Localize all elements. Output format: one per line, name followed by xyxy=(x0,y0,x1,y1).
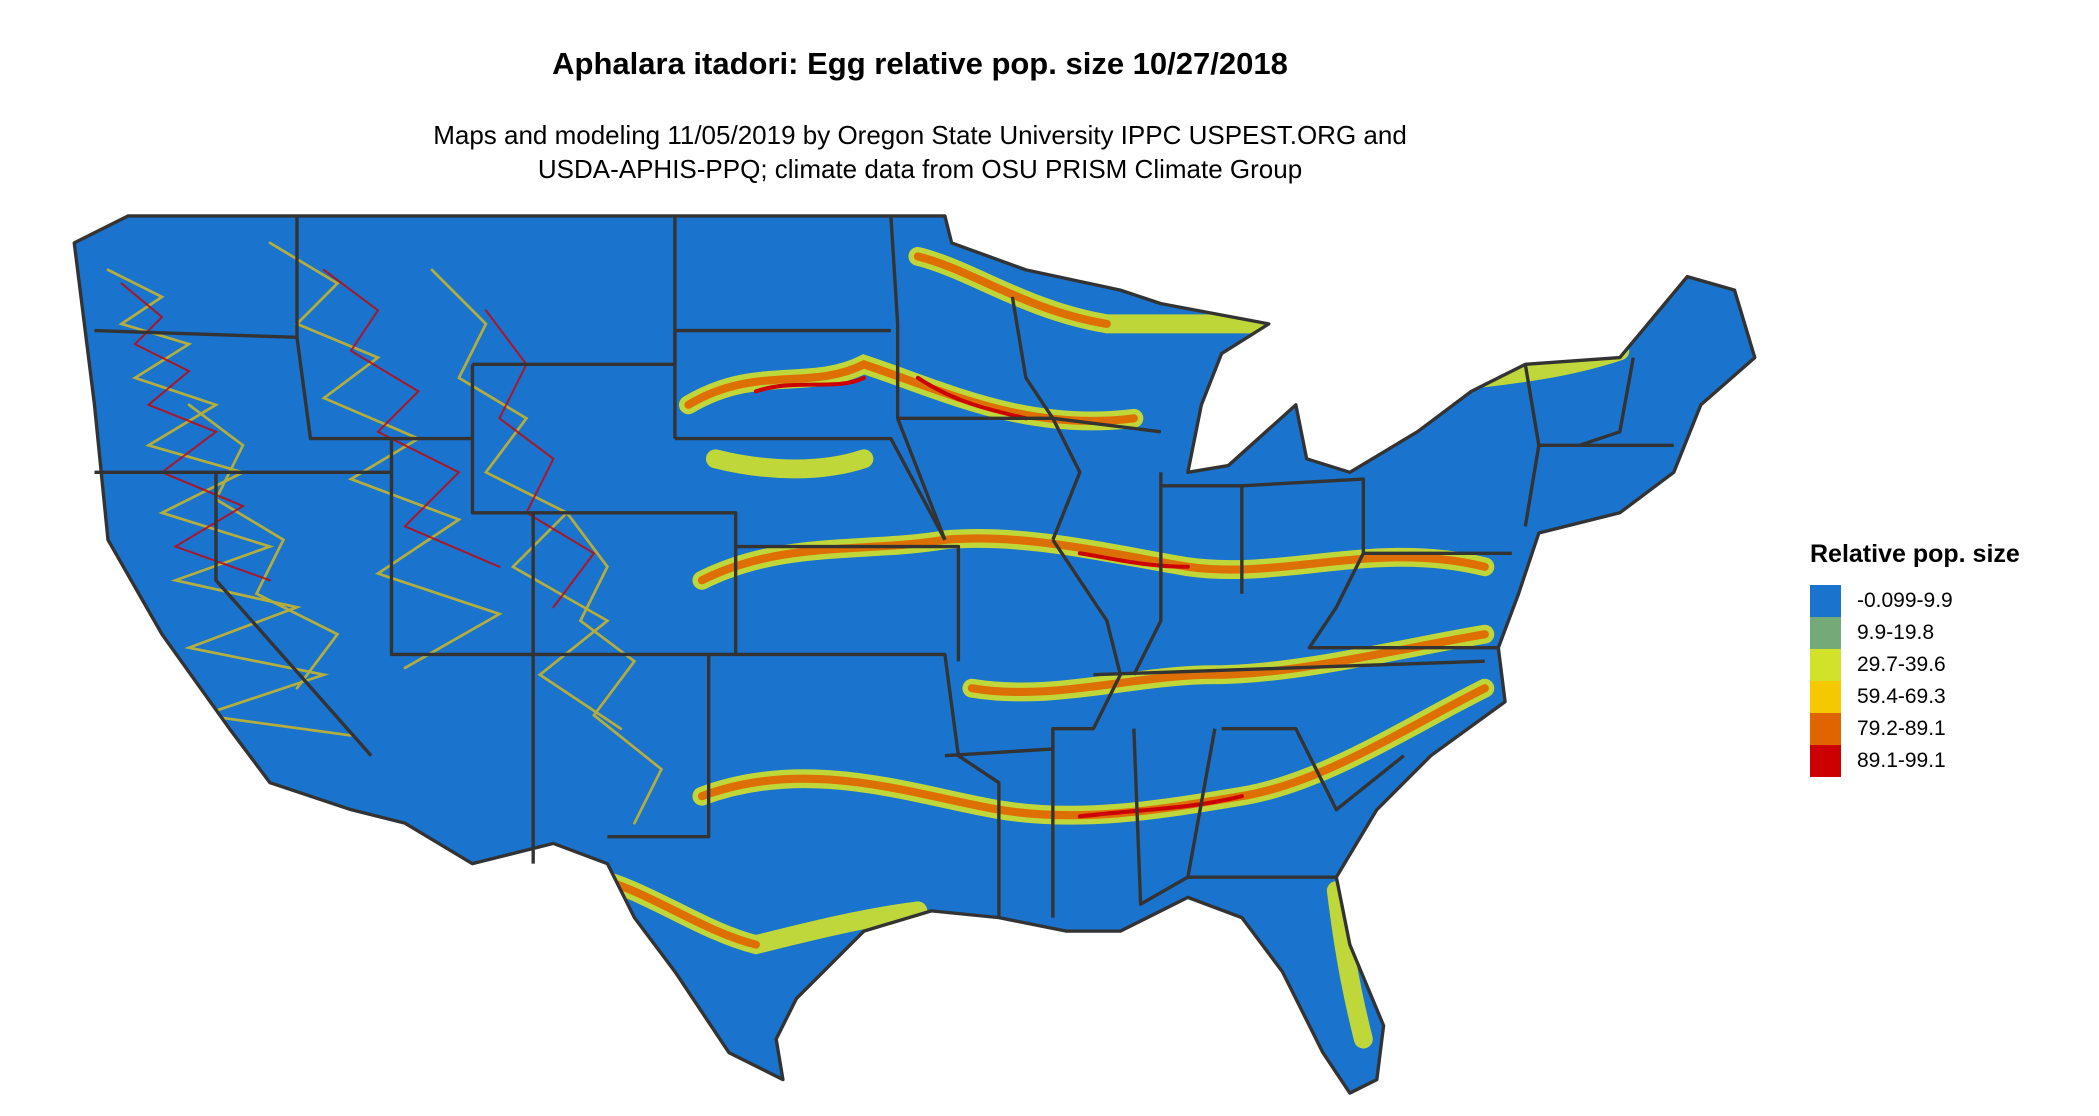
legend-swatch xyxy=(1810,585,1841,617)
legend-label: 59.4-69.3 xyxy=(1857,685,1946,708)
legend-item: 89.1-99.1 xyxy=(1810,745,2020,777)
legend-swatch xyxy=(1810,713,1841,745)
legend-label: 29.7-39.6 xyxy=(1857,653,1946,676)
band-top-red xyxy=(753,375,1244,819)
map-legend: Relative pop. size -0.099-9.9 9.9-19.8 2… xyxy=(1810,540,2020,777)
map-subtitle: Maps and modeling 11/05/2019 by Oregon S… xyxy=(0,118,1840,186)
legend-label: 9.9-19.8 xyxy=(1857,621,1935,644)
subtitle-line-2: USDA-APHIS-PPQ; climate data from OSU PR… xyxy=(537,154,1303,184)
legend-label: -0.099-9.9 xyxy=(1857,589,1953,612)
subtitle-line-1: Maps and modeling 11/05/2019 by Oregon S… xyxy=(433,120,1407,150)
legend-item: 9.9-19.8 xyxy=(1810,617,2020,649)
legend-swatch xyxy=(1810,681,1841,713)
legend-label: 89.1-99.1 xyxy=(1857,749,1946,772)
legend-item: -0.099-9.9 xyxy=(1810,585,2020,617)
legend-swatch xyxy=(1810,649,1841,681)
legend-item: 59.4-69.3 xyxy=(1810,681,2020,713)
legend-label: 79.2-89.1 xyxy=(1857,717,1946,740)
legend-item: 79.2-89.1 xyxy=(1810,713,2020,745)
legend-swatch xyxy=(1810,745,1841,777)
state-borders xyxy=(72,214,1757,1095)
legend-item: 29.7-39.6 xyxy=(1810,649,2020,681)
legend-title: Relative pop. size xyxy=(1810,540,2020,568)
map-title: Aphalara itadori: Egg relative pop. size… xyxy=(552,46,1288,81)
legend-swatch xyxy=(1810,617,1841,649)
